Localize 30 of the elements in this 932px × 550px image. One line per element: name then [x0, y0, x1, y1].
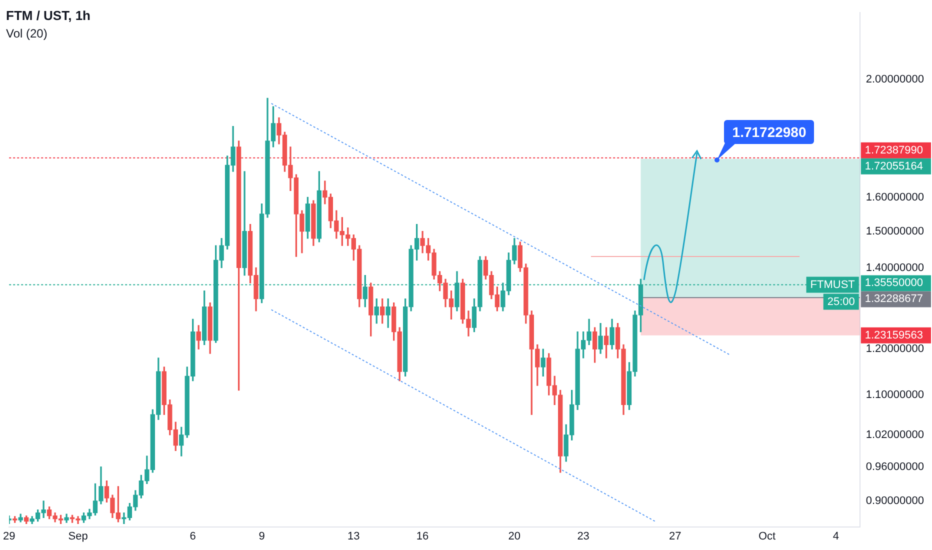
x-tick-label: 13 — [348, 530, 360, 542]
y-tick-label: 1.10000000 — [866, 389, 924, 402]
y-tick-label: 1.50000000 — [866, 225, 924, 238]
x-tick-label: 4 — [832, 530, 840, 542]
annotation: 1.71722980 — [724, 120, 814, 144]
x-tick-label: 27 — [669, 530, 682, 542]
ref-line-label: 1.72387990 — [864, 144, 924, 156]
y-tick-label: 2.00000000 — [866, 73, 924, 86]
chart-title: FTM / UST, 1h — [6, 8, 91, 24]
x-tick-label: 29 — [2, 530, 16, 542]
x-tick-label: 23 — [577, 530, 590, 542]
x-tick-label: 9 — [258, 530, 265, 542]
y-tick-label: 1.20000000 — [866, 343, 924, 356]
x-tick-label: 16 — [416, 530, 429, 542]
y-tick-label: 1.40000000 — [866, 262, 924, 274]
y-tick-label: 0.96000000 — [866, 460, 924, 473]
ref-line-label: 1.32288677 — [864, 293, 924, 306]
x-tick-label: Oct — [758, 530, 776, 542]
y-tick-label: 1.60000000 — [866, 191, 924, 204]
band-label: 1.23159563 — [864, 329, 924, 342]
x-tick-label: 20 — [508, 530, 521, 542]
ref-line-label: 1.35550000 — [864, 277, 924, 290]
x-tick-label: Sep — [68, 530, 88, 542]
y-tick-label: 0.90000000 — [866, 494, 924, 507]
y-tick-label: 1.02000000 — [866, 428, 924, 441]
annotation: 25:00 — [827, 296, 855, 308]
annotation: Vol (20) — [6, 26, 48, 40]
x-tick-label: 6 — [190, 530, 196, 542]
band-label: 1.72055164 — [864, 160, 924, 172]
annotation: FTMUST — [810, 278, 856, 291]
